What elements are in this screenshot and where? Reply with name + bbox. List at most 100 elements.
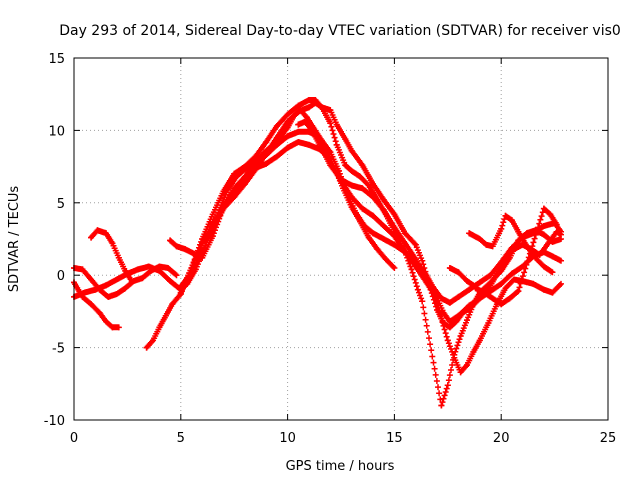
data-point bbox=[402, 230, 409, 237]
data-point bbox=[167, 237, 174, 244]
data-point bbox=[489, 295, 496, 302]
data-point bbox=[109, 324, 116, 331]
x-tick-label: 5 bbox=[177, 431, 185, 446]
data-point bbox=[105, 293, 112, 300]
y-tick-label: -5 bbox=[52, 342, 65, 357]
data-point bbox=[164, 264, 171, 271]
data-point bbox=[115, 324, 122, 331]
data-point bbox=[305, 141, 312, 148]
data-point bbox=[103, 282, 110, 289]
data-point bbox=[359, 185, 366, 192]
data-point bbox=[156, 324, 163, 331]
data-point bbox=[352, 209, 359, 216]
data-point bbox=[470, 348, 477, 355]
data-point bbox=[348, 194, 355, 201]
data-point bbox=[489, 243, 496, 250]
data-point bbox=[199, 254, 206, 261]
data-point bbox=[502, 212, 509, 219]
data-point bbox=[338, 176, 344, 183]
data-point bbox=[96, 286, 103, 293]
data-point bbox=[122, 267, 129, 274]
data-point bbox=[419, 257, 426, 264]
data-point bbox=[434, 306, 441, 313]
data-point bbox=[150, 337, 157, 344]
data-point bbox=[147, 267, 154, 274]
data-point bbox=[553, 221, 560, 228]
data-point bbox=[139, 275, 146, 282]
data-point bbox=[440, 319, 447, 326]
data-point bbox=[483, 241, 490, 248]
series-track-c bbox=[88, 107, 565, 306]
axis-ticks: 0 5 10 15 20 25 -10 -5 0 5 10 15 bbox=[44, 52, 617, 446]
data-point bbox=[263, 150, 270, 157]
data-point bbox=[540, 205, 547, 212]
data-series bbox=[71, 96, 565, 409]
data-point bbox=[109, 240, 116, 247]
data-point bbox=[295, 128, 302, 135]
data-point bbox=[508, 217, 515, 224]
data-point bbox=[348, 147, 355, 154]
data-point bbox=[113, 291, 120, 298]
data-point bbox=[459, 309, 466, 316]
data-point bbox=[498, 301, 505, 308]
data-point bbox=[305, 96, 312, 103]
x-tick-label: 25 bbox=[600, 431, 617, 446]
data-point bbox=[444, 382, 451, 389]
data-point bbox=[190, 250, 197, 257]
data-point bbox=[391, 224, 398, 231]
data-point bbox=[391, 233, 398, 240]
data-point bbox=[545, 240, 552, 247]
data-point bbox=[295, 138, 302, 145]
data-point bbox=[506, 295, 513, 302]
data-point bbox=[457, 369, 464, 376]
data-point bbox=[231, 185, 238, 192]
data-point bbox=[540, 231, 547, 238]
data-point bbox=[88, 301, 95, 308]
data-point bbox=[370, 230, 377, 237]
data-point bbox=[472, 283, 479, 290]
data-point bbox=[487, 272, 494, 279]
data-point bbox=[182, 246, 189, 253]
data-point bbox=[273, 123, 280, 130]
y-tick-label: 5 bbox=[57, 197, 65, 212]
data-point bbox=[515, 237, 522, 244]
data-point bbox=[348, 182, 355, 189]
data-point bbox=[476, 295, 483, 302]
data-point bbox=[498, 225, 505, 232]
data-point bbox=[374, 246, 381, 253]
data-point bbox=[209, 211, 216, 218]
data-point bbox=[173, 243, 180, 250]
data-point bbox=[380, 196, 387, 203]
data-point bbox=[466, 286, 473, 293]
data-point bbox=[427, 286, 434, 293]
data-point bbox=[231, 170, 238, 177]
data-point bbox=[241, 163, 248, 170]
data-point bbox=[273, 134, 280, 141]
data-point bbox=[327, 149, 334, 156]
data-point bbox=[199, 240, 206, 247]
data-point bbox=[156, 263, 163, 270]
data-point bbox=[370, 212, 377, 219]
data-point bbox=[177, 291, 184, 298]
data-point bbox=[408, 266, 415, 273]
data-point bbox=[312, 99, 319, 106]
y-axis-label: SDTVAR / TECUs bbox=[7, 186, 22, 293]
data-point bbox=[295, 108, 302, 115]
data-point bbox=[464, 317, 471, 324]
series-track-d bbox=[143, 99, 565, 376]
data-point bbox=[295, 102, 302, 109]
x-tick-label: 10 bbox=[279, 431, 296, 446]
y-tick-label: 0 bbox=[57, 269, 65, 284]
data-point bbox=[209, 233, 216, 240]
data-point bbox=[540, 286, 547, 293]
data-point bbox=[391, 241, 398, 248]
data-point bbox=[558, 257, 565, 264]
data-point bbox=[451, 351, 458, 358]
data-point bbox=[370, 180, 377, 187]
data-point bbox=[515, 228, 522, 235]
data-point bbox=[241, 180, 248, 187]
series-trace bbox=[143, 99, 563, 376]
data-point bbox=[145, 263, 152, 270]
data-point bbox=[540, 263, 547, 270]
data-point bbox=[549, 269, 556, 276]
